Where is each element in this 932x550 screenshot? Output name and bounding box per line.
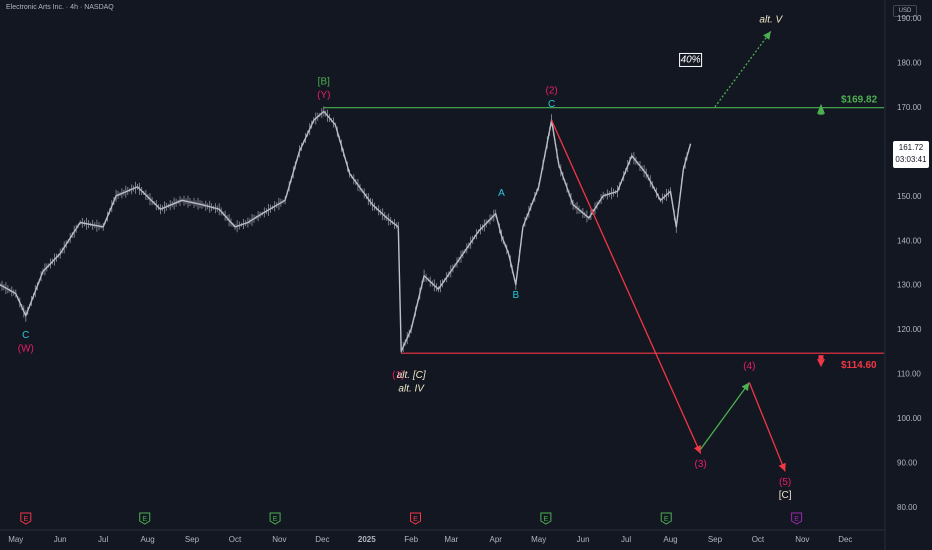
earnings-event-marker [20, 512, 32, 525]
earnings-event-label: E [23, 516, 28, 523]
support-price-label: $114.60 [841, 360, 877, 371]
x-tick-label: Jul [98, 535, 108, 544]
wave-label: B [512, 290, 519, 301]
support-down-arrow [817, 359, 825, 368]
wave-label: 40% [681, 54, 701, 65]
earnings-event-marker [540, 512, 552, 525]
last-price-badge: 161.72 03:03:41 [893, 141, 929, 168]
earnings-event-label: E [142, 516, 147, 523]
x-tick-label: Mar [444, 535, 458, 544]
wave-label: [B] [318, 77, 330, 88]
probability-box [679, 52, 703, 67]
x-tick-label: Apr [490, 535, 503, 544]
y-tick-label: 100.00 [897, 414, 922, 423]
wave-label: C [548, 99, 555, 110]
price-bars [0, 106, 690, 354]
bearish-down-1-arrow [551, 119, 702, 454]
y-tick-label: 190.00 [897, 14, 922, 23]
currency-button[interactable]: USD [893, 5, 917, 17]
resistance-arrow-stem [818, 110, 824, 115]
wave-label: [C] [779, 490, 792, 501]
x-tick-label: Jun [54, 535, 67, 544]
earnings-event-label: E [413, 516, 418, 523]
earnings-event-marker [660, 512, 672, 525]
y-tick-label: 120.00 [897, 325, 922, 334]
earnings-event-marker [269, 512, 281, 525]
earnings-event-label: E [794, 516, 799, 523]
x-tick-label: Nov [795, 535, 809, 544]
alt-v-dotted-arrow [714, 30, 772, 108]
x-tick-label: Jun [577, 535, 590, 544]
wave-label: (Y) [317, 90, 330, 101]
earnings-event-label: E [544, 516, 549, 523]
y-tick-label: 150.00 [897, 192, 922, 201]
chart-title: Electronic Arts Inc. · 4h · NASDAQ [6, 4, 114, 11]
wave-label: (W) [18, 343, 34, 354]
wave-label: (1) [392, 370, 404, 381]
y-tick-label: 180.00 [897, 58, 922, 67]
bar-countdown: 03:03:41 [895, 155, 927, 164]
wave-label: (3) [694, 459, 706, 470]
earnings-event-label: E [273, 516, 278, 523]
earnings-event-marker [409, 512, 421, 525]
wave-label: alt. [C] [397, 370, 426, 381]
x-tick-label: Sep [185, 535, 200, 544]
x-tick-label: Jul [621, 535, 631, 544]
earnings-event-marker [139, 512, 151, 525]
y-tick-label: 110.00 [897, 370, 921, 379]
x-tick-label: Oct [229, 535, 242, 544]
earnings-event-marker [791, 512, 803, 525]
y-tick-label: 80.00 [897, 503, 918, 512]
x-tick-label: May [531, 535, 546, 544]
y-tick-label: 170.00 [897, 103, 922, 112]
x-tick-label: 2025 [358, 535, 376, 544]
support-arrow-stem [818, 355, 824, 360]
y-tick-label: 90.00 [897, 459, 918, 468]
bullish-retrace-arrow [700, 382, 750, 450]
bearish-down-2-arrow [748, 382, 786, 472]
earnings-event-label: E [664, 516, 669, 523]
resistance-price-label: $169.82 [841, 95, 878, 106]
x-tick-label: Dec [315, 535, 329, 544]
y-tick-label: 130.00 [897, 281, 922, 290]
y-tick-label: 140.00 [897, 236, 922, 245]
wave-label: (4) [743, 361, 755, 372]
x-tick-label: Aug [663, 535, 677, 544]
x-tick-label: Oct [752, 535, 765, 544]
x-tick-label: Feb [404, 535, 418, 544]
x-tick-label: Aug [140, 535, 154, 544]
wave-label: (5) [779, 477, 791, 488]
x-tick-label: Nov [272, 535, 286, 544]
wave-label: alt. IV [398, 383, 425, 394]
wave-label: C [22, 330, 29, 341]
wave-label: A [498, 188, 505, 199]
x-tick-label: Sep [708, 535, 723, 544]
x-tick-label: May [8, 535, 23, 544]
wave-label: alt. V [759, 14, 783, 25]
wave-label: (2) [545, 86, 557, 97]
price-line [0, 110, 692, 353]
last-price-value: 161.72 [898, 143, 924, 152]
x-tick-label: Dec [838, 535, 852, 544]
